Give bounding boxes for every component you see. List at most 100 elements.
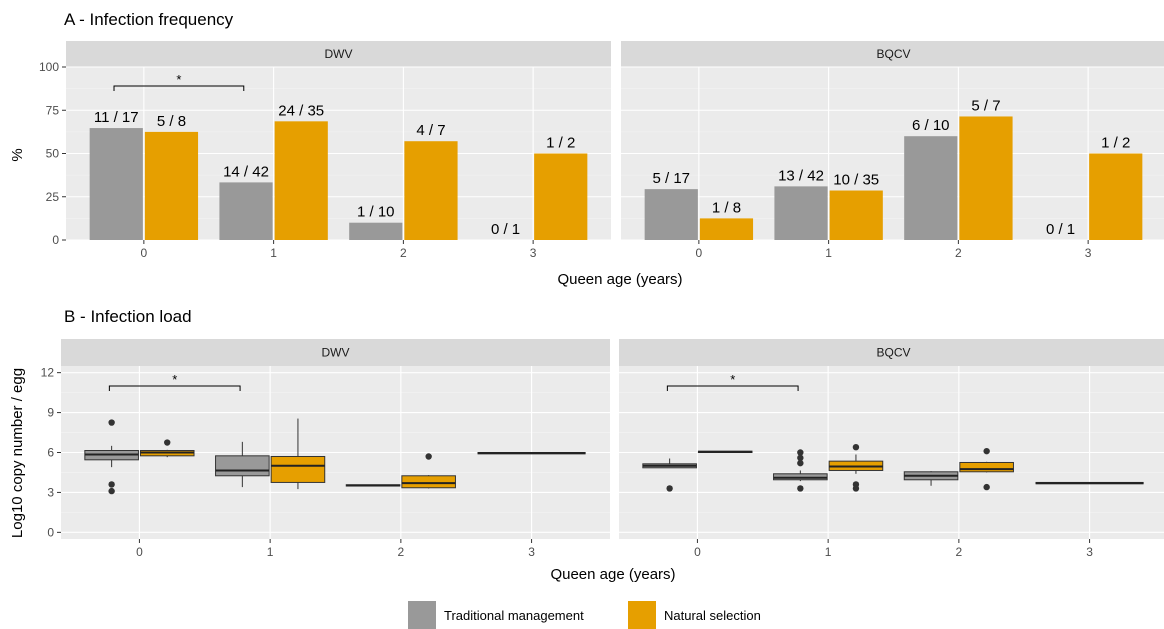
y-tick-label: 75 (46, 103, 60, 117)
box-outlier (797, 459, 804, 467)
bar-natural (829, 190, 883, 240)
box-outlier (983, 447, 990, 455)
box-outlier (797, 449, 804, 456)
box-natural (270, 455, 326, 483)
facet-label-bqcv: BQCV (876, 346, 910, 360)
bar-data-label: 14 / 42 (223, 163, 269, 180)
bar-natural (699, 218, 754, 240)
significance-star: * (172, 372, 177, 387)
x-tick-label: 2 (956, 545, 963, 559)
significance-bracket (113, 85, 245, 92)
box-outlier (852, 443, 860, 451)
y-tick-label: 25 (46, 190, 60, 204)
panel-a-ylabel: % (9, 148, 26, 161)
y-tick-label: 0 (47, 525, 54, 539)
x-tick-label: 3 (1085, 246, 1092, 260)
significance-star: * (176, 72, 181, 87)
x-tick-label: 0 (694, 545, 701, 559)
bar-data-label: 5 / 8 (157, 113, 186, 130)
x-tick-label: 0 (136, 545, 143, 559)
x-tick-label: 1 (270, 246, 277, 260)
box-outlier (983, 483, 990, 491)
y-tick-label: 3 (47, 485, 54, 499)
bar-data-label: 11 / 17 (94, 109, 139, 126)
bar-data-label: 1 / 2 (546, 135, 575, 152)
box-outlier (108, 487, 115, 495)
x-tick-label: 2 (400, 246, 407, 260)
bar-data-label: 10 / 35 (833, 172, 879, 189)
bar-data-label: 6 / 10 (912, 117, 950, 134)
x-tick-label: 2 (398, 545, 405, 559)
legend-key-natural (628, 601, 656, 629)
box-outlier (666, 485, 673, 492)
box-outlier (108, 419, 115, 426)
facet-strip-bqcv (621, 41, 1164, 67)
box-outlier (164, 439, 171, 446)
bar-traditional (774, 186, 828, 240)
panel-a-plot: DWV 0 25 50 75 100 0 1 2 3 11 / 17 14 / 42 1 / 10 0 /… (39, 41, 1164, 260)
bar-natural (274, 121, 328, 240)
x-tick-label: 3 (1086, 545, 1093, 559)
bar-traditional (904, 136, 958, 240)
panel-a-xlabel: Queen age (years) (557, 271, 682, 288)
y-tick-label: 9 (47, 406, 54, 420)
bar-data-label: 5 / 7 (971, 97, 1000, 114)
y-tick-label: 6 (47, 446, 54, 460)
x-tick-label: 1 (267, 545, 274, 559)
box-outlier (797, 454, 804, 462)
bar-natural (534, 153, 588, 240)
bar-data-label: 1 / 10 (357, 204, 395, 221)
x-tick-label: 0 (696, 246, 703, 260)
x-tick-label: 3 (530, 246, 537, 260)
facet-strip-dwv (66, 41, 611, 67)
bar-data-label: 4 / 7 (416, 122, 445, 139)
significance-bracket (108, 385, 241, 391)
panel-b-ylabel: Log10 copy number / egg (9, 368, 26, 538)
panel-b-xlabel: Queen age (years) (550, 566, 675, 583)
facet-label-dwv: DWV (325, 47, 353, 61)
y-tick-label: 0 (52, 233, 59, 247)
significance-star: * (730, 372, 735, 387)
bar-data-label: 0 / 1 (1046, 221, 1075, 238)
bar-traditional (349, 222, 403, 240)
y-tick-label: 12 (41, 366, 55, 380)
y-tick-label: 100 (39, 60, 59, 74)
bar-data-label: 24 / 35 (278, 102, 324, 119)
significance-bracket (666, 385, 799, 391)
y-tick-label: 50 (46, 147, 60, 161)
legend: Traditional management Natural selection (408, 601, 761, 629)
bar-traditional (89, 128, 143, 240)
bar-data-label: 0 / 1 (491, 221, 520, 238)
box-outlier (108, 481, 115, 488)
legend-label-traditional: Traditional management (444, 608, 584, 623)
legend-label-natural: Natural selection (664, 608, 761, 623)
bar-data-label: 5 / 17 (652, 170, 690, 187)
bar-natural (959, 116, 1013, 240)
facet-strip-dwv (61, 339, 610, 366)
bar-natural (404, 141, 458, 240)
bar-data-label: 1 / 8 (712, 199, 741, 216)
bar-natural (144, 131, 199, 240)
facet-label-dwv: DWV (322, 346, 350, 360)
x-tick-label: 2 (955, 246, 962, 260)
box-natural (401, 475, 456, 489)
bar-natural (1089, 153, 1143, 240)
panel-b-title: B - Infection load (64, 307, 192, 326)
facet-label-bqcv: BQCV (876, 47, 910, 61)
x-tick-label: 1 (825, 545, 832, 559)
bar-traditional (219, 182, 273, 240)
x-tick-label: 1 (825, 246, 832, 260)
box-outlier (425, 453, 432, 460)
legend-key-traditional (408, 601, 436, 629)
facet-strip-bqcv (619, 339, 1164, 366)
x-tick-label: 0 (141, 246, 148, 260)
bar-traditional (644, 189, 698, 240)
box-outlier (852, 485, 860, 492)
x-tick-label: 3 (528, 545, 535, 559)
bar-data-label: 13 / 42 (778, 167, 824, 184)
bar-data-label: 1 / 2 (1101, 135, 1130, 152)
box-outlier (797, 485, 804, 492)
box-natural (959, 461, 1014, 473)
